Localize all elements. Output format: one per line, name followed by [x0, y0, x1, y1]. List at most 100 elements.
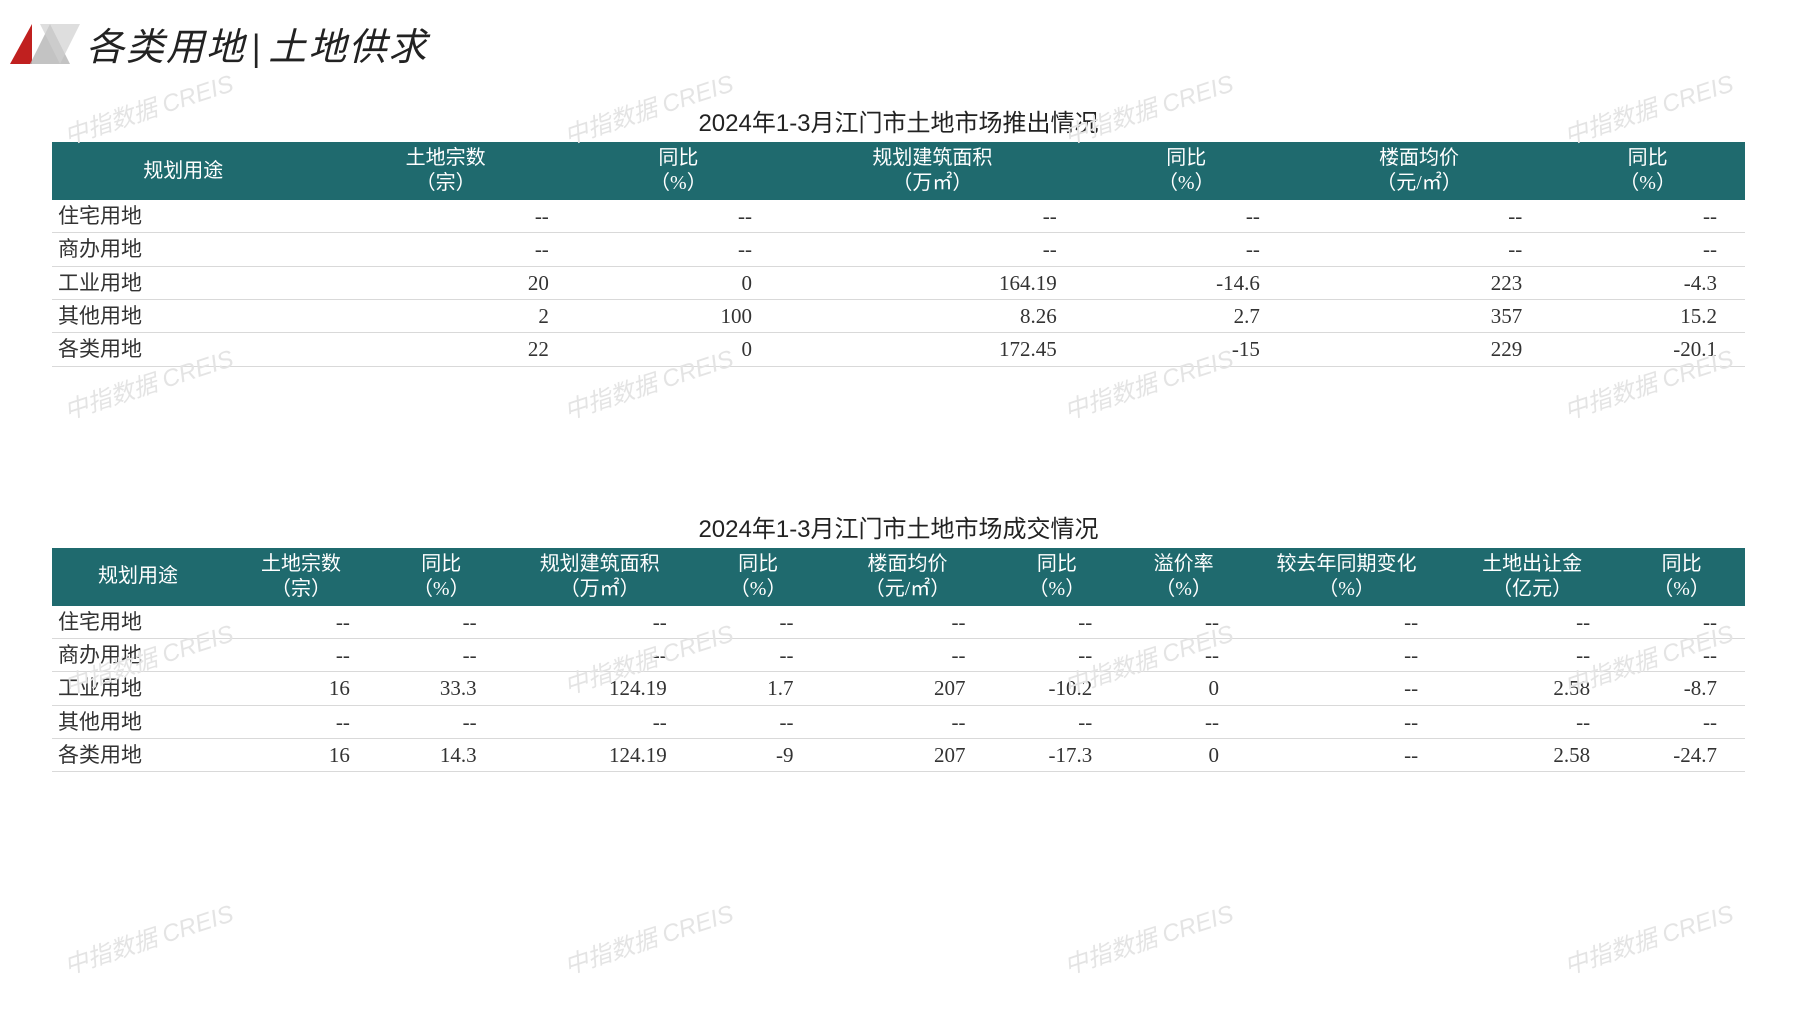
- table-cell: 33.3: [378, 672, 505, 705]
- table-header-cell: 土地宗数（宗）: [314, 142, 576, 200]
- table-row: 其他用地--------------------: [52, 705, 1745, 738]
- table-row: 商办用地--------------------: [52, 639, 1745, 672]
- table-row: 工业用地200164.19-14.6223-4.3: [52, 266, 1745, 299]
- table-cell: --: [505, 705, 695, 738]
- table-header-cell: 楼面均价（元/㎡）: [1288, 142, 1550, 200]
- table-cell: 207: [821, 672, 993, 705]
- table-cell: 16: [224, 672, 378, 705]
- table-cell: --: [314, 200, 576, 233]
- table-cell: --: [1446, 606, 1618, 639]
- table-cell: --: [577, 233, 780, 266]
- table-header-cell: 同比（%）: [577, 142, 780, 200]
- logo-icon: [10, 24, 70, 64]
- table-cell: 15.2: [1550, 300, 1745, 333]
- row-label: 其他用地: [52, 300, 314, 333]
- table-cell: --: [821, 639, 993, 672]
- table-cell: 357: [1288, 300, 1550, 333]
- deal-table: 规划用途土地宗数（宗）同比（%）规划建筑面积（万㎡）同比（%）楼面均价（元/㎡）…: [52, 548, 1745, 773]
- table-cell: --: [994, 606, 1121, 639]
- table-cell: 0: [577, 333, 780, 366]
- table-row: 各类用地220172.45-15229-20.1: [52, 333, 1745, 366]
- table-cell: --: [224, 705, 378, 738]
- table-header-cell: 土地出让金（亿元）: [1446, 548, 1618, 606]
- title-part-2: 土地供求: [268, 27, 428, 69]
- table-cell: 20: [314, 266, 576, 299]
- table-cell: --: [1618, 639, 1745, 672]
- table-cell: --: [821, 606, 993, 639]
- table-cell: 124.19: [505, 739, 695, 772]
- table-cell: --: [1120, 606, 1247, 639]
- table-cell: --: [1288, 233, 1550, 266]
- table-cell: --: [1446, 705, 1618, 738]
- table-cell: --: [994, 639, 1121, 672]
- table-cell: --: [505, 606, 695, 639]
- supply-table-wrap: 规划用途土地宗数（宗）同比（%）规划建筑面积（万㎡）同比（%）楼面均价（元/㎡）…: [0, 142, 1797, 367]
- table-cell: --: [505, 639, 695, 672]
- table-cell: --: [1618, 705, 1745, 738]
- table-header-cell: 规划建筑面积（万㎡）: [780, 142, 1085, 200]
- table-header-cell: 土地宗数（宗）: [224, 548, 378, 606]
- row-label: 其他用地: [52, 705, 224, 738]
- row-label: 住宅用地: [52, 606, 224, 639]
- table-header-cell: 溢价率（%）: [1120, 548, 1247, 606]
- table-cell: --: [1247, 672, 1446, 705]
- watermark: 中指数据 CREIS: [559, 894, 737, 982]
- deal-table-wrap: 规划用途土地宗数（宗）同比（%）规划建筑面积（万㎡）同比（%）楼面均价（元/㎡）…: [0, 548, 1797, 773]
- page-header: 各类用地|土地供求: [0, 0, 1797, 71]
- table-cell: --: [1247, 739, 1446, 772]
- table-row: 商办用地------------: [52, 233, 1745, 266]
- table-header-cell: 规划用途: [52, 142, 314, 200]
- table-cell: --: [224, 606, 378, 639]
- supply-table-title: 2024年1-3月江门市土地市场推出情况: [0, 103, 1797, 138]
- table-cell: --: [780, 200, 1085, 233]
- table-cell: --: [695, 705, 822, 738]
- table-cell: --: [821, 705, 993, 738]
- supply-table: 规划用途土地宗数（宗）同比（%）规划建筑面积（万㎡）同比（%）楼面均价（元/㎡）…: [52, 142, 1745, 367]
- table-cell: --: [224, 639, 378, 672]
- table-cell: --: [1120, 639, 1247, 672]
- table-cell: 172.45: [780, 333, 1085, 366]
- table-row: 住宅用地--------------------: [52, 606, 1745, 639]
- table-cell: 2.7: [1085, 300, 1288, 333]
- table-cell: --: [378, 705, 505, 738]
- title-separator: |: [252, 27, 262, 69]
- table-header-row: 规划用途土地宗数（宗）同比（%）规划建筑面积（万㎡）同比（%）楼面均价（元/㎡）…: [52, 548, 1745, 606]
- table-header-cell: 同比（%）: [378, 548, 505, 606]
- table-cell: --: [577, 200, 780, 233]
- table-row: 各类用地1614.3124.19-9207-17.30--2.58-24.7: [52, 739, 1745, 772]
- row-label: 商办用地: [52, 639, 224, 672]
- table-header-cell: 较去年同期变化（%）: [1247, 548, 1446, 606]
- table-cell: 100: [577, 300, 780, 333]
- table-cell: 0: [577, 266, 780, 299]
- table-header-cell: 规划建筑面积（万㎡）: [505, 548, 695, 606]
- table-cell: --: [1085, 233, 1288, 266]
- table-cell: 14.3: [378, 739, 505, 772]
- table-cell: 0: [1120, 739, 1247, 772]
- deal-table-title: 2024年1-3月江门市土地市场成交情况: [0, 509, 1797, 544]
- watermark: 中指数据 CREIS: [1059, 894, 1237, 982]
- table-cell: --: [378, 606, 505, 639]
- table-cell: --: [695, 639, 822, 672]
- table-cell: 22: [314, 333, 576, 366]
- table-header-cell: 规划用途: [52, 548, 224, 606]
- table-cell: -17.3: [994, 739, 1121, 772]
- table-cell: -15: [1085, 333, 1288, 366]
- table-header-cell: 同比（%）: [1618, 548, 1745, 606]
- table-cell: --: [994, 705, 1121, 738]
- table-cell: --: [1550, 233, 1745, 266]
- table-cell: -4.3: [1550, 266, 1745, 299]
- table-cell: -14.6: [1085, 266, 1288, 299]
- table-cell: 164.19: [780, 266, 1085, 299]
- table-cell: --: [1247, 705, 1446, 738]
- watermark: 中指数据 CREIS: [1559, 894, 1737, 982]
- table-cell: --: [1120, 705, 1247, 738]
- table-cell: 2.58: [1446, 672, 1618, 705]
- table-cell: 229: [1288, 333, 1550, 366]
- table-header-cell: 同比（%）: [1550, 142, 1745, 200]
- table-row: 住宅用地------------: [52, 200, 1745, 233]
- table-cell: 2.58: [1446, 739, 1618, 772]
- table-cell: --: [1247, 606, 1446, 639]
- table-cell: --: [1618, 606, 1745, 639]
- table-cell: -9: [695, 739, 822, 772]
- table-cell: --: [1288, 200, 1550, 233]
